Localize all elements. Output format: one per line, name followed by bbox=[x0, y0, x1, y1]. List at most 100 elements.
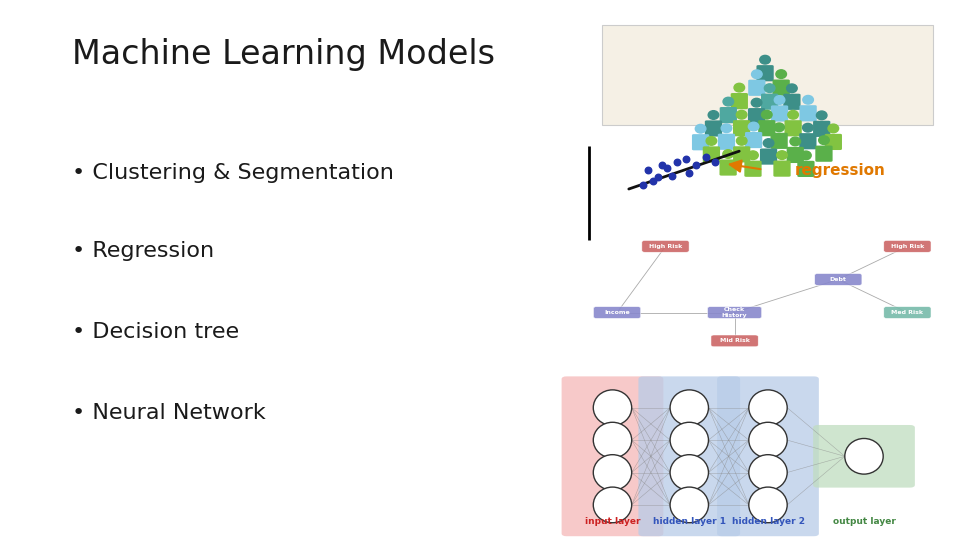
Ellipse shape bbox=[593, 390, 632, 426]
Ellipse shape bbox=[775, 96, 785, 104]
Text: Debt: Debt bbox=[829, 277, 847, 282]
FancyBboxPatch shape bbox=[744, 160, 761, 177]
FancyBboxPatch shape bbox=[813, 121, 830, 137]
Ellipse shape bbox=[752, 98, 762, 107]
Point bbox=[682, 168, 697, 177]
FancyBboxPatch shape bbox=[773, 79, 790, 96]
Ellipse shape bbox=[734, 83, 745, 92]
Ellipse shape bbox=[801, 151, 811, 160]
Point bbox=[645, 177, 660, 185]
FancyBboxPatch shape bbox=[815, 274, 862, 285]
Point bbox=[650, 173, 665, 181]
Text: High Risk: High Risk bbox=[649, 244, 683, 249]
FancyBboxPatch shape bbox=[813, 425, 915, 488]
Text: Machine Learning Models: Machine Learning Models bbox=[72, 38, 495, 71]
Text: • Regression: • Regression bbox=[72, 241, 214, 261]
Ellipse shape bbox=[828, 124, 839, 133]
Text: input layer: input layer bbox=[585, 517, 640, 526]
Ellipse shape bbox=[723, 97, 733, 106]
FancyBboxPatch shape bbox=[593, 307, 640, 319]
FancyBboxPatch shape bbox=[815, 146, 832, 162]
Ellipse shape bbox=[749, 390, 787, 426]
FancyBboxPatch shape bbox=[692, 134, 709, 150]
FancyBboxPatch shape bbox=[774, 160, 791, 177]
Ellipse shape bbox=[790, 137, 801, 146]
FancyBboxPatch shape bbox=[720, 107, 737, 123]
Text: • Clustering & Segmentation: • Clustering & Segmentation bbox=[72, 163, 394, 183]
FancyBboxPatch shape bbox=[719, 159, 736, 176]
FancyBboxPatch shape bbox=[748, 80, 765, 96]
FancyBboxPatch shape bbox=[602, 25, 933, 125]
FancyBboxPatch shape bbox=[733, 146, 751, 163]
Ellipse shape bbox=[816, 111, 827, 120]
FancyBboxPatch shape bbox=[797, 161, 814, 177]
Text: Income: Income bbox=[604, 310, 630, 315]
Ellipse shape bbox=[708, 111, 719, 119]
FancyBboxPatch shape bbox=[745, 132, 762, 148]
Ellipse shape bbox=[777, 151, 787, 159]
Ellipse shape bbox=[670, 422, 708, 458]
FancyBboxPatch shape bbox=[884, 240, 931, 252]
Text: Check
History: Check History bbox=[722, 307, 748, 318]
Ellipse shape bbox=[721, 124, 732, 132]
FancyBboxPatch shape bbox=[718, 133, 735, 150]
Ellipse shape bbox=[593, 455, 632, 490]
FancyBboxPatch shape bbox=[708, 307, 761, 319]
FancyBboxPatch shape bbox=[771, 133, 788, 149]
Ellipse shape bbox=[763, 139, 774, 147]
FancyBboxPatch shape bbox=[638, 376, 740, 536]
FancyBboxPatch shape bbox=[758, 120, 776, 136]
Text: output layer: output layer bbox=[832, 517, 896, 526]
FancyBboxPatch shape bbox=[825, 134, 842, 150]
FancyBboxPatch shape bbox=[705, 120, 722, 137]
Ellipse shape bbox=[803, 124, 813, 132]
Ellipse shape bbox=[803, 96, 813, 104]
Text: • Neural Network: • Neural Network bbox=[72, 403, 266, 423]
Point bbox=[679, 155, 694, 164]
FancyBboxPatch shape bbox=[711, 335, 758, 347]
FancyBboxPatch shape bbox=[703, 146, 720, 163]
Ellipse shape bbox=[774, 123, 784, 132]
Ellipse shape bbox=[670, 390, 708, 426]
FancyBboxPatch shape bbox=[562, 376, 663, 536]
FancyBboxPatch shape bbox=[756, 65, 774, 82]
Point bbox=[688, 160, 704, 169]
Ellipse shape bbox=[593, 487, 632, 523]
Ellipse shape bbox=[759, 56, 770, 64]
Ellipse shape bbox=[736, 137, 747, 145]
Ellipse shape bbox=[670, 487, 708, 523]
Ellipse shape bbox=[695, 124, 706, 133]
FancyBboxPatch shape bbox=[760, 148, 778, 165]
FancyBboxPatch shape bbox=[786, 147, 804, 163]
Ellipse shape bbox=[707, 137, 717, 145]
Ellipse shape bbox=[749, 487, 787, 523]
Ellipse shape bbox=[736, 110, 747, 119]
Point bbox=[708, 158, 723, 166]
FancyBboxPatch shape bbox=[784, 120, 802, 137]
Point bbox=[660, 164, 675, 173]
Ellipse shape bbox=[819, 136, 829, 145]
FancyBboxPatch shape bbox=[884, 307, 931, 319]
FancyBboxPatch shape bbox=[642, 240, 689, 252]
Text: hidden layer 2: hidden layer 2 bbox=[732, 517, 804, 526]
Text: hidden layer 1: hidden layer 1 bbox=[653, 517, 726, 526]
Ellipse shape bbox=[845, 438, 883, 474]
FancyBboxPatch shape bbox=[748, 108, 765, 124]
Ellipse shape bbox=[776, 70, 786, 78]
Ellipse shape bbox=[752, 70, 762, 79]
Point bbox=[636, 180, 651, 189]
Ellipse shape bbox=[749, 422, 787, 458]
Ellipse shape bbox=[748, 151, 758, 159]
Point bbox=[664, 171, 680, 180]
FancyBboxPatch shape bbox=[733, 120, 751, 136]
FancyBboxPatch shape bbox=[717, 376, 819, 536]
Point bbox=[669, 158, 684, 166]
Ellipse shape bbox=[723, 150, 733, 158]
Text: High Risk: High Risk bbox=[891, 244, 924, 249]
Ellipse shape bbox=[761, 110, 772, 119]
Ellipse shape bbox=[786, 84, 797, 93]
FancyBboxPatch shape bbox=[771, 105, 788, 122]
Text: • Decision tree: • Decision tree bbox=[72, 322, 239, 342]
FancyBboxPatch shape bbox=[800, 133, 817, 150]
Text: Med Risk: Med Risk bbox=[892, 310, 924, 315]
